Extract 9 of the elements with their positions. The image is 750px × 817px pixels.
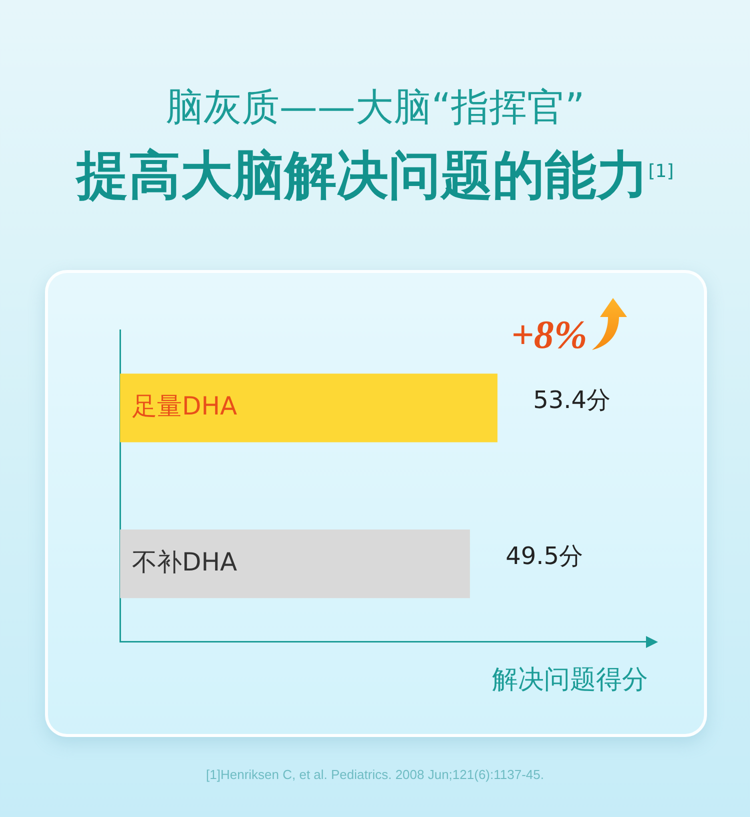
data-label: 49.5分 <box>506 542 584 570</box>
annotation: +8% <box>511 312 588 357</box>
y-tick-label: 不补DHA <box>132 547 238 576</box>
data-label: 53.4分 <box>533 386 611 414</box>
text: [1]Henriksen C, et al. Pediatrics. 2008 Jun;121(6):1137-45. <box>205 767 545 782</box>
x-axis-title: 解决问题得分 <box>492 665 648 696</box>
chart-title: 脑灰质——大脑“指挥官” <box>164 84 586 131</box>
y-tick-label: 足量DHA <box>132 391 238 420</box>
chart-subtitle: 提高大脑解决问题的能力$^{[1]}$ <box>74 145 675 208</box>
